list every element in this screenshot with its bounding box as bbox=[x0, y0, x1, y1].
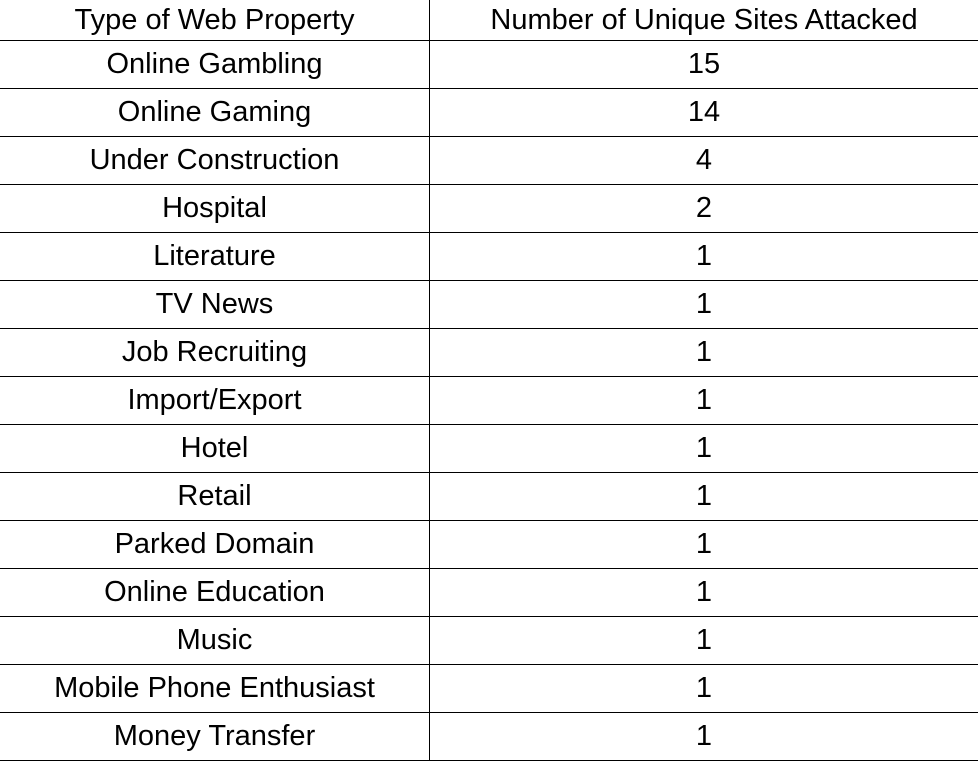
count-cell: 1 bbox=[429, 664, 978, 713]
table-row: Mobile Phone Enthusiast 1 bbox=[0, 664, 978, 713]
table-row: Money Transfer 1 bbox=[0, 712, 978, 761]
count-cell: 1 bbox=[429, 328, 978, 377]
type-cell: Online Gaming bbox=[0, 88, 430, 137]
type-cell: Under Construction bbox=[0, 136, 430, 185]
table-row: Hotel 1 bbox=[0, 424, 978, 473]
type-cell: Retail bbox=[0, 472, 430, 521]
type-cell: Music bbox=[0, 616, 430, 665]
table-row: Parked Domain 1 bbox=[0, 520, 978, 569]
count-cell: 1 bbox=[429, 616, 978, 665]
count-cell: 1 bbox=[429, 472, 978, 521]
count-cell: 1 bbox=[429, 424, 978, 473]
count-cell: 2 bbox=[429, 184, 978, 233]
table-row: Online Education 1 bbox=[0, 568, 978, 617]
type-cell: Money Transfer bbox=[0, 712, 430, 761]
type-cell: Import/Export bbox=[0, 376, 430, 425]
type-cell: Online Gambling bbox=[0, 40, 430, 89]
table-row: Import/Export 1 bbox=[0, 376, 978, 425]
type-cell: Literature bbox=[0, 232, 430, 281]
count-cell: 1 bbox=[429, 568, 978, 617]
table-row: Hospital 2 bbox=[0, 184, 978, 233]
table-row: Music 1 bbox=[0, 616, 978, 665]
count-cell: 1 bbox=[429, 232, 978, 281]
type-cell: Online Education bbox=[0, 568, 430, 617]
table-row: Literature 1 bbox=[0, 232, 978, 281]
type-cell: TV News bbox=[0, 280, 430, 329]
count-cell: 1 bbox=[429, 520, 978, 569]
count-cell: 15 bbox=[429, 40, 978, 89]
header-cell: Number of Unique Sites Attacked bbox=[429, 0, 978, 41]
table-row: Retail 1 bbox=[0, 472, 978, 521]
table-row: Under Construction 4 bbox=[0, 136, 978, 185]
count-cell: 14 bbox=[429, 88, 978, 137]
table-row: Online Gaming 14 bbox=[0, 88, 978, 137]
table-row: TV News 1 bbox=[0, 280, 978, 329]
table-row: Online Gambling 15 bbox=[0, 40, 978, 89]
type-cell: Hotel bbox=[0, 424, 430, 473]
header-cell: Type of Web Property bbox=[0, 0, 430, 41]
type-cell: Job Recruiting bbox=[0, 328, 430, 377]
count-cell: 1 bbox=[429, 376, 978, 425]
header-row: Type of Web Property Number of Unique Sit… bbox=[0, 0, 978, 41]
count-cell: 4 bbox=[429, 136, 978, 185]
type-cell: Mobile Phone Enthusiast bbox=[0, 664, 430, 713]
count-cell: 1 bbox=[429, 280, 978, 329]
table-row: Job Recruiting 1 bbox=[0, 328, 978, 377]
type-cell: Parked Domain bbox=[0, 520, 430, 569]
count-cell: 1 bbox=[429, 712, 978, 761]
type-cell: Hospital bbox=[0, 184, 430, 233]
